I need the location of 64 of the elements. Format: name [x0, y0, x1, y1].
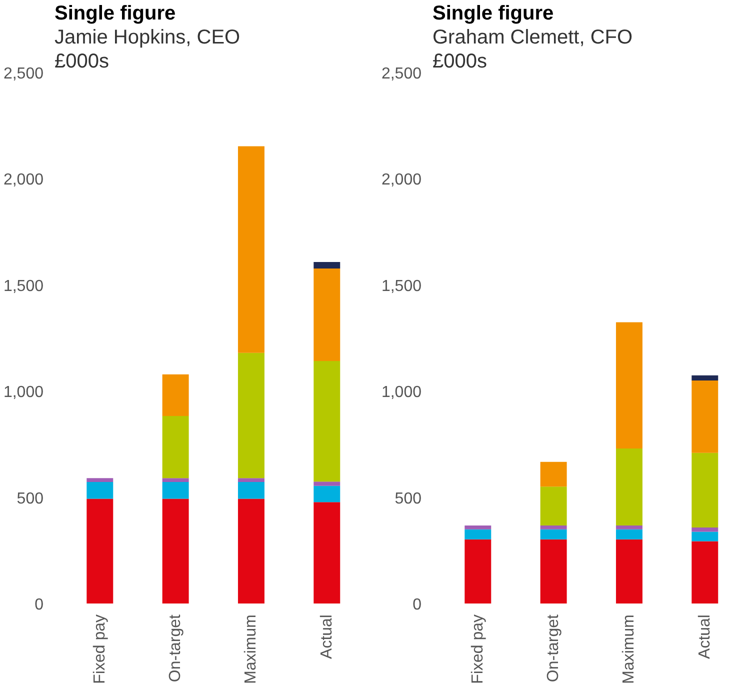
bar: [162, 498, 189, 604]
bar: [616, 539, 642, 604]
x-tick-label: Actual: [318, 614, 336, 659]
y-tick-label: 500: [16, 490, 44, 508]
bar: [314, 482, 340, 486]
chart-title: Single figure: [54, 2, 176, 24]
bar: [464, 539, 492, 604]
chart-subtitle: Jamie Hopkins, CEO: [54, 26, 240, 48]
y-tick-label: 2,000: [381, 172, 422, 189]
bar: [238, 352, 264, 478]
bar: [692, 532, 718, 542]
bar: [540, 462, 567, 487]
bar: [86, 478, 114, 482]
y-axis-title: £000s: [54, 50, 109, 72]
bar: [692, 375, 718, 380]
x-tick-label: Fixed pay: [91, 614, 108, 684]
bar: [540, 529, 567, 540]
bar: [162, 416, 189, 478]
bar: [86, 482, 114, 499]
y-tick-label: 2,500: [381, 66, 422, 82]
bar: [162, 374, 189, 416]
bar: [540, 486, 567, 526]
bar: [238, 146, 264, 353]
bar: [314, 262, 340, 269]
bar: [314, 360, 340, 482]
bar: [692, 527, 718, 532]
y-tick-label: 1,500: [381, 278, 422, 295]
x-tick-label: Maximum: [620, 614, 638, 684]
y-axis-title: £000s: [432, 50, 487, 72]
bar: [616, 322, 642, 448]
y-tick-label: 1,000: [3, 384, 44, 402]
x-tick-label: On-target: [545, 614, 562, 682]
bar: [238, 498, 264, 604]
bar: [238, 478, 264, 482]
bar: [692, 452, 718, 528]
y-tick-label: 2,500: [3, 66, 44, 82]
x-tick-label: Fixed pay: [469, 614, 486, 684]
y-tick-label: 0: [412, 596, 422, 614]
chart-title: Single figure: [432, 2, 554, 24]
x-tick-label: Maximum: [242, 614, 260, 684]
bar: [314, 486, 340, 502]
bar: [616, 448, 642, 526]
bar: [692, 541, 718, 604]
bar: [616, 529, 642, 540]
y-tick-label: 2,000: [3, 172, 44, 189]
bar: [314, 502, 340, 604]
x-tick-label: Actual: [696, 614, 714, 659]
bar: [540, 539, 567, 604]
bar: [238, 482, 264, 499]
bar: [162, 482, 189, 499]
bar: [464, 526, 492, 530]
bar: [616, 526, 642, 530]
bar: [162, 478, 189, 482]
y-tick-label: 1,500: [3, 278, 44, 295]
y-tick-label: 1,000: [381, 384, 422, 402]
bar: [540, 526, 567, 530]
x-tick-label: On-target: [167, 614, 184, 682]
y-tick-label: 0: [34, 596, 44, 614]
bar: [86, 498, 114, 604]
bar: [692, 380, 718, 453]
y-tick-label: 500: [394, 490, 422, 508]
bar: [314, 268, 340, 361]
bar: [464, 529, 492, 540]
chart-subtitle: Graham Clemett, CFO: [432, 26, 633, 48]
